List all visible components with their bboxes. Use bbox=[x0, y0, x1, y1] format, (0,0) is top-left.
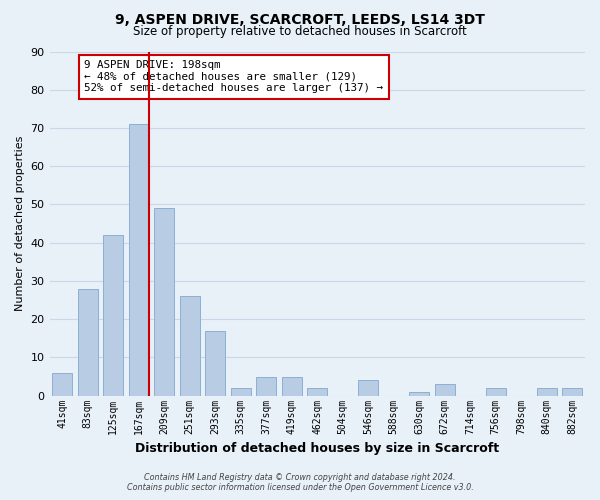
Bar bbox=[307, 388, 328, 396]
Bar bbox=[230, 388, 251, 396]
Y-axis label: Number of detached properties: Number of detached properties bbox=[15, 136, 25, 312]
Bar bbox=[358, 380, 379, 396]
Bar bbox=[409, 392, 430, 396]
Bar bbox=[536, 388, 557, 396]
Bar bbox=[128, 124, 149, 396]
Bar bbox=[256, 376, 277, 396]
Bar bbox=[281, 376, 302, 396]
Bar bbox=[52, 372, 73, 396]
Bar bbox=[154, 208, 175, 396]
X-axis label: Distribution of detached houses by size in Scarcroft: Distribution of detached houses by size … bbox=[135, 442, 499, 455]
Bar bbox=[77, 288, 98, 396]
Bar bbox=[179, 296, 200, 396]
Text: 9, ASPEN DRIVE, SCARCROFT, LEEDS, LS14 3DT: 9, ASPEN DRIVE, SCARCROFT, LEEDS, LS14 3… bbox=[115, 12, 485, 26]
Text: Size of property relative to detached houses in Scarcroft: Size of property relative to detached ho… bbox=[133, 25, 467, 38]
Bar bbox=[562, 388, 583, 396]
Bar bbox=[485, 388, 506, 396]
Text: 9 ASPEN DRIVE: 198sqm
← 48% of detached houses are smaller (129)
52% of semi-det: 9 ASPEN DRIVE: 198sqm ← 48% of detached … bbox=[85, 60, 383, 94]
Bar bbox=[434, 384, 455, 396]
Text: Contains HM Land Registry data © Crown copyright and database right 2024.
Contai: Contains HM Land Registry data © Crown c… bbox=[127, 473, 473, 492]
Bar bbox=[103, 235, 124, 396]
Bar bbox=[205, 330, 226, 396]
